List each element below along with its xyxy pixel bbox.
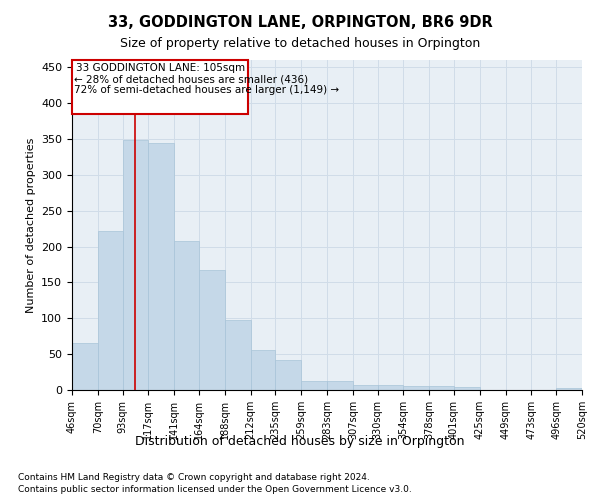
Text: Size of property relative to detached houses in Orpington: Size of property relative to detached ho…	[120, 38, 480, 51]
Bar	[556, 388, 582, 390]
Bar	[122, 140, 148, 390]
FancyBboxPatch shape	[72, 60, 248, 114]
Bar	[148, 142, 174, 390]
Bar	[225, 320, 251, 390]
Y-axis label: Number of detached properties: Number of detached properties	[26, 138, 35, 312]
Bar	[454, 387, 480, 390]
Bar	[353, 385, 377, 390]
Bar	[377, 385, 403, 390]
Text: Contains public sector information licensed under the Open Government Licence v3: Contains public sector information licen…	[18, 485, 412, 494]
Bar	[72, 344, 98, 390]
Text: 33, GODDINGTON LANE, ORPINGTON, BR6 9DR: 33, GODDINGTON LANE, ORPINGTON, BR6 9DR	[107, 15, 493, 30]
Text: Contains HM Land Registry data © Crown copyright and database right 2024.: Contains HM Land Registry data © Crown c…	[18, 472, 370, 482]
Bar	[301, 380, 327, 390]
Text: 33 GODDINGTON LANE: 105sqm: 33 GODDINGTON LANE: 105sqm	[76, 63, 245, 73]
Bar	[174, 241, 199, 390]
Bar	[327, 382, 353, 390]
Text: 72% of semi-detached houses are larger (1,149) →: 72% of semi-detached houses are larger (…	[74, 85, 339, 95]
Bar	[429, 386, 454, 390]
Bar	[251, 350, 275, 390]
Text: Distribution of detached houses by size in Orpington: Distribution of detached houses by size …	[135, 435, 465, 448]
Text: ← 28% of detached houses are smaller (436): ← 28% of detached houses are smaller (43…	[74, 74, 308, 85]
Bar	[199, 270, 225, 390]
Bar	[275, 360, 301, 390]
Bar	[98, 230, 122, 390]
Bar	[403, 386, 429, 390]
